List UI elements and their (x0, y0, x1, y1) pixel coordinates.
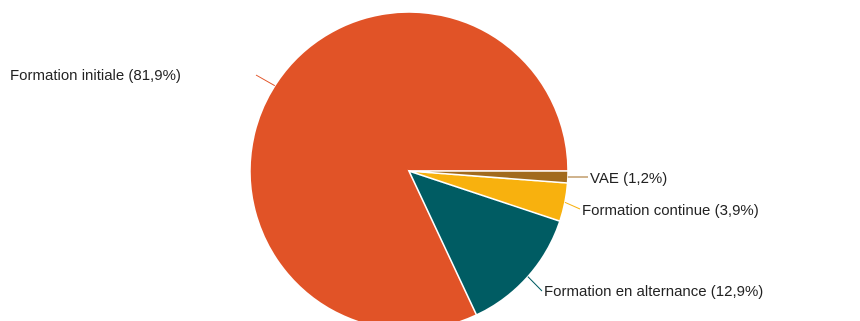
leader-line-formation-continue (565, 202, 580, 209)
slice-label-formation-continue: Formation continue (3,9%) (582, 202, 759, 219)
leader-line-formation-initiale (256, 75, 275, 86)
leader-line-formation-en-alternance (528, 277, 542, 291)
slice-label-formation-initiale: Formation initiale (81,9%) (10, 67, 181, 84)
slice-label-formation-en-alternance: Formation en alternance (12,9%) (544, 283, 763, 300)
pie-slices (250, 12, 568, 321)
slice-label-vae: VAE (1,2%) (590, 170, 667, 187)
